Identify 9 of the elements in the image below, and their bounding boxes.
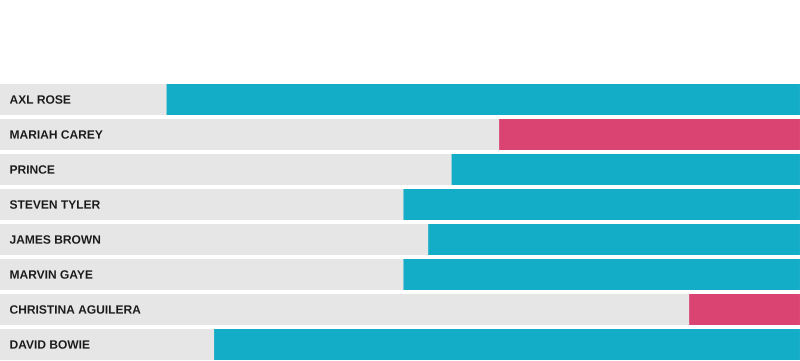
y-tick-label: MARVIN GAYE xyxy=(10,270,92,279)
y-tick-label: PRINCE xyxy=(10,165,54,174)
bar xyxy=(689,294,800,325)
y-tick-label: CHRISTINA AGUILERA xyxy=(10,305,141,314)
y-tick-label: AXL ROSE xyxy=(10,95,70,104)
y-tick-label: MARIAH CAREY xyxy=(10,130,103,139)
y-tick-label: STEVEN TYLER xyxy=(10,200,100,209)
y-tick-label: JAMES BROWN xyxy=(10,235,100,244)
y-tick-label: DAVID BOWIE xyxy=(10,340,90,349)
